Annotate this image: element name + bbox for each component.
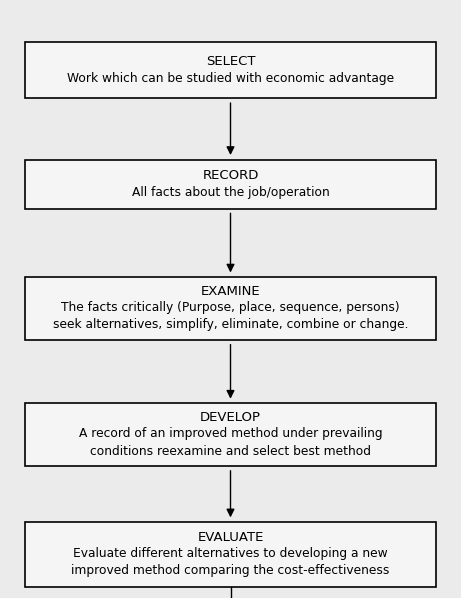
FancyBboxPatch shape <box>25 277 436 340</box>
Text: improved method comparing the cost-effectiveness: improved method comparing the cost-effec… <box>71 564 390 577</box>
Text: EVALUATE: EVALUATE <box>197 531 264 544</box>
FancyBboxPatch shape <box>25 42 436 98</box>
Text: conditions reexamine and select best method: conditions reexamine and select best met… <box>90 444 371 457</box>
FancyBboxPatch shape <box>25 403 436 466</box>
Text: All facts about the job/operation: All facts about the job/operation <box>132 186 329 199</box>
Text: DEVELOP: DEVELOP <box>200 411 261 424</box>
FancyBboxPatch shape <box>25 522 436 587</box>
FancyBboxPatch shape <box>25 160 436 209</box>
Text: Work which can be studied with economic advantage: Work which can be studied with economic … <box>67 72 394 85</box>
Text: SELECT: SELECT <box>206 55 255 68</box>
Text: EXAMINE: EXAMINE <box>201 285 260 298</box>
Text: A record of an improved method under prevailing: A record of an improved method under pre… <box>79 428 382 441</box>
Text: seek alternatives, simplify, eliminate, combine or change.: seek alternatives, simplify, eliminate, … <box>53 318 408 331</box>
Text: Evaluate different alternatives to developing a new: Evaluate different alternatives to devel… <box>73 547 388 560</box>
Text: RECORD: RECORD <box>202 169 259 182</box>
Text: The facts critically (Purpose, place, sequence, persons): The facts critically (Purpose, place, se… <box>61 301 400 315</box>
